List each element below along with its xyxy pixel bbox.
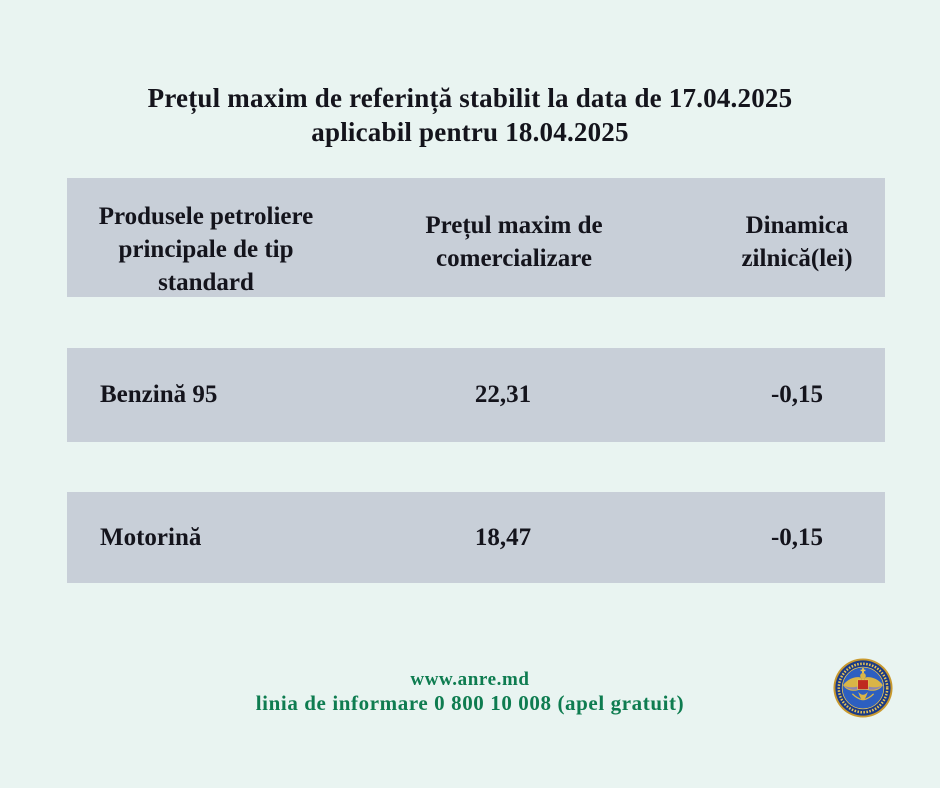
header-cell-products: Produsele petroliere principale de tip s… [67,178,345,299]
daily-dynamic-value: -0,15 [770,381,824,408]
table-row-motorina: Motorină 18,47 -0,15 [67,492,885,583]
header-products-label: Produsele petroliere principale de tip s… [98,203,314,296]
footer-website: www.anre.md [410,669,530,690]
product-name: Benzină 95 [100,381,218,408]
table-header: Produsele petroliere principale de tip s… [67,178,885,297]
moldova-emblem-icon [832,657,894,719]
table-row-benzina-95: Benzină 95 22,31 -0,15 [67,348,885,442]
max-price-value: 18,47 [474,523,532,551]
product-name: Motorină [100,523,202,551]
max-price-value: 22,31 [474,381,532,408]
header-daily-dynamic-label: Dinamica zilnică(lei) [741,211,853,272]
footer-info-line: linia de informare 0 800 10 008 (apel gr… [255,691,685,715]
daily-dynamic-value: -0,15 [770,523,824,551]
header-max-price-label: Prețul maxim de comercializare [425,211,603,272]
title-line-2: aplicabil pentru 18.04.2025 [311,117,629,147]
header-cell-daily-dynamic: Dinamica zilnică(lei) [683,178,885,299]
page-title: Prețul maxim de referință stabilit la da… [0,81,940,149]
header-cell-max-price: Prețul maxim de comercializare [345,178,683,299]
title-line-1: Prețul maxim de referință stabilit la da… [147,83,793,113]
footer: www.anre.md linia de informare 0 800 10 … [0,669,940,715]
